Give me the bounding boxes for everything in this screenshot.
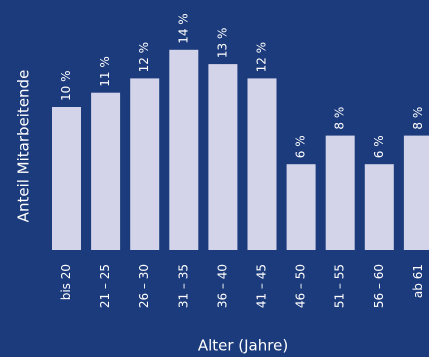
x-tick-label-1: bis 20 xyxy=(59,264,73,300)
value-label-9: 6 % xyxy=(372,135,386,158)
bar-8 xyxy=(325,135,355,250)
value-label-10: 8 % xyxy=(411,107,425,130)
bar-5 xyxy=(208,64,238,250)
x-tick-label-5: 36 – 40 xyxy=(215,264,229,308)
bar-3 xyxy=(130,78,160,251)
value-label-6: 12 % xyxy=(255,42,269,73)
bar-4 xyxy=(169,49,199,250)
x-tick-label-10: ab 61 xyxy=(411,264,425,298)
value-label-8: 8 % xyxy=(333,107,347,130)
x-axis-label: Alter (Jahre) xyxy=(198,337,288,355)
x-tick-label-6: 41 – 45 xyxy=(255,264,269,308)
bar-10 xyxy=(403,135,429,250)
bar-9 xyxy=(364,164,394,250)
value-label-5: 13 % xyxy=(215,28,229,59)
value-label-3: 12 % xyxy=(137,42,151,73)
x-tick-label-8: 51 – 55 xyxy=(333,264,347,308)
y-axis-label: Anteil Mitarbeitende xyxy=(15,70,33,223)
bar-7 xyxy=(286,164,316,250)
value-label-7: 6 % xyxy=(294,135,308,158)
bar-1 xyxy=(52,107,81,250)
x-tick-labels-group: bis 20 21 – 25 26 – 30 31 – 35 36 – 40 41 – 4… xyxy=(59,264,425,308)
x-tick-label-9: 56 – 60 xyxy=(372,264,386,308)
value-label-4: 14 % xyxy=(176,13,190,44)
bar-6 xyxy=(247,78,277,251)
value-label-2: 11 % xyxy=(98,56,112,87)
value-labels-group: 10 % 11 % 12 % 14 % 13 % 12 % 6 % 8 % 6 % 8 % xyxy=(59,13,425,158)
x-tick-label-3: 26 – 30 xyxy=(137,264,151,308)
x-tick-label-4: 31 – 35 xyxy=(176,264,190,308)
x-tick-label-2: 21 – 25 xyxy=(98,264,112,308)
value-label-1: 10 % xyxy=(59,71,73,102)
bar-2 xyxy=(91,92,121,250)
x-tick-label-7: 46 – 50 xyxy=(294,264,308,308)
bars-group xyxy=(52,49,429,251)
